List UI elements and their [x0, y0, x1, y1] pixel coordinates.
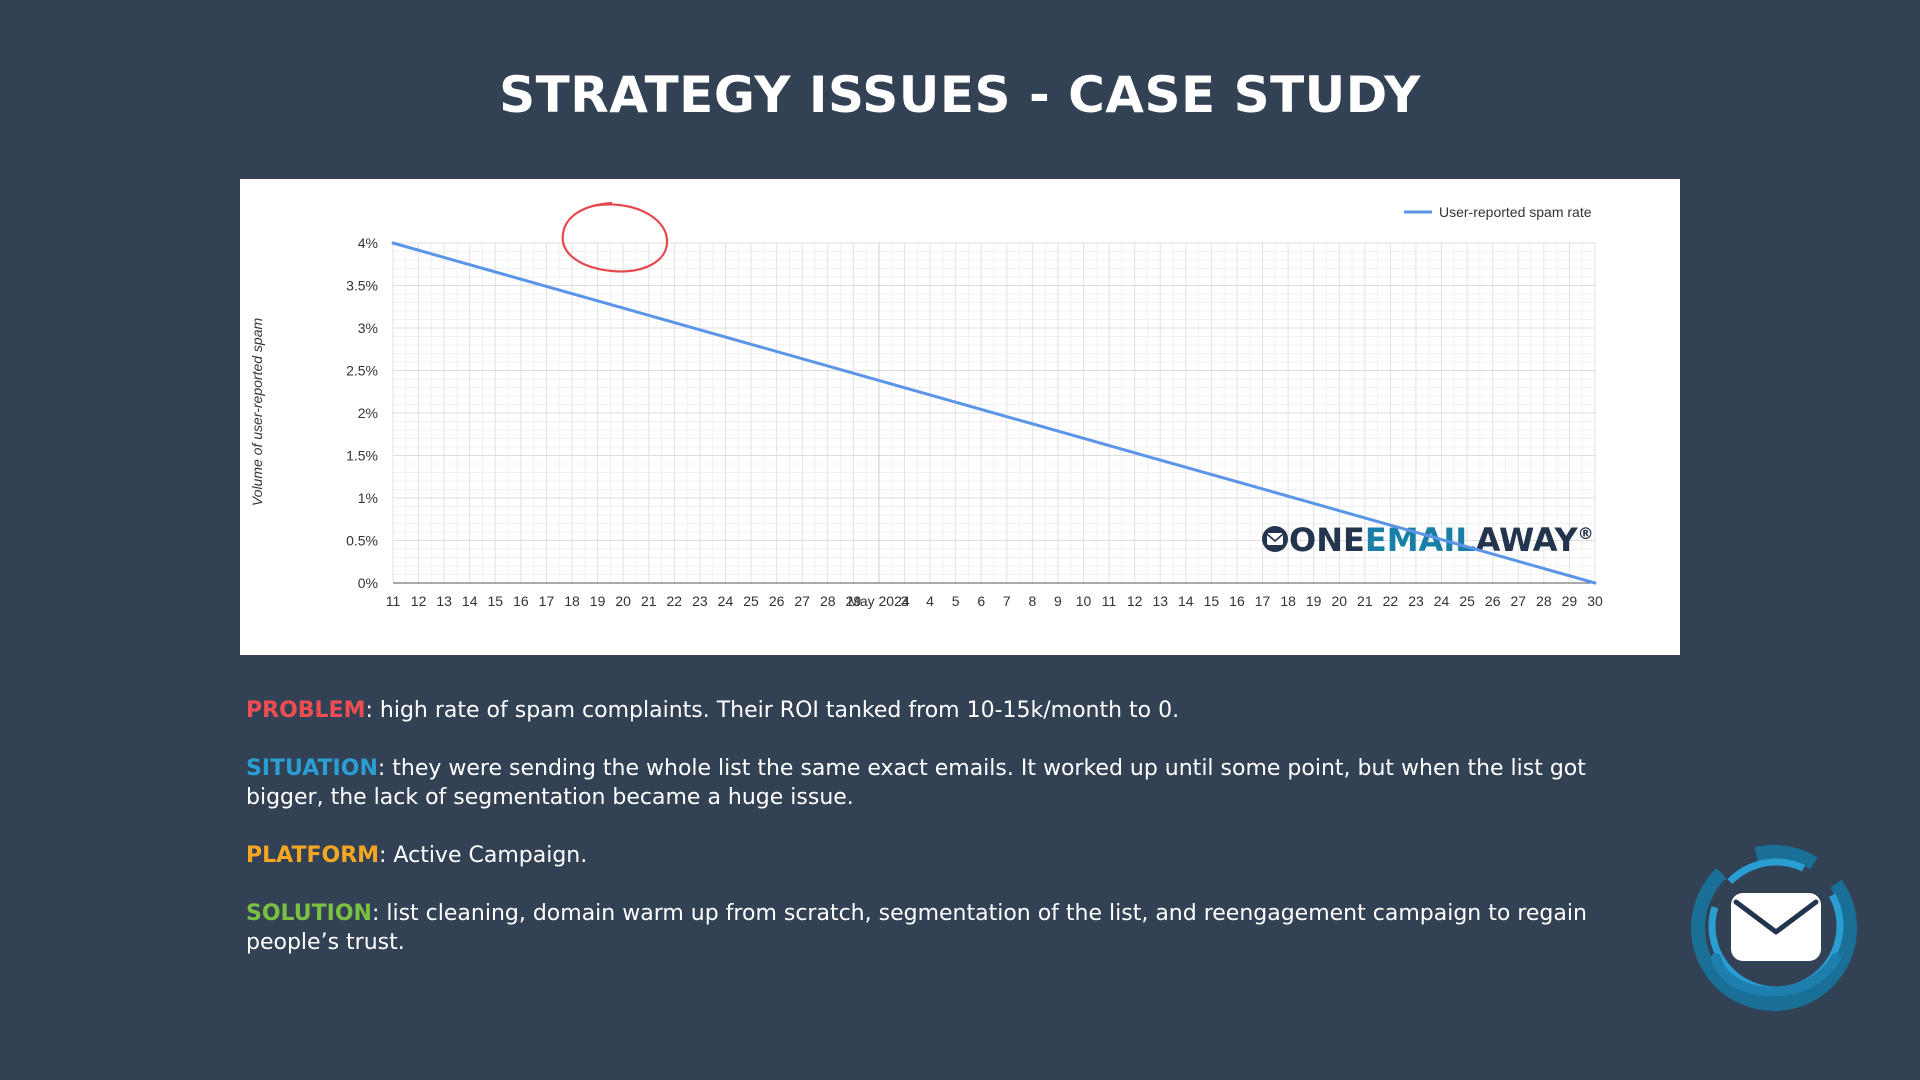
x-tick-label: 10 [1076, 593, 1092, 609]
problem-note: PROBLEM: high rate of spam complaints. T… [246, 696, 1646, 725]
oneemailaway-watermark: ONEEMAILAWAY® [1262, 521, 1594, 559]
platform-note: PLATFORM: Active Campaign. [246, 841, 1646, 870]
platform-label: PLATFORM [246, 843, 380, 868]
x-tick-label: 27 [794, 593, 810, 609]
x-tick-label: 26 [769, 593, 785, 609]
chart-axes: 0% 0.5% 1% 1.5% 2% 2.5% 3% 3.5% 4% 11 12 13 14 15 16 17… [346, 235, 1603, 609]
problem-label: PROBLEM [246, 698, 366, 723]
x-tick-label: 15 [488, 593, 504, 609]
x-tick-label: 4 [926, 593, 934, 609]
y-tick-label: 1% [358, 490, 378, 506]
x-tick-label: 20 [615, 593, 631, 609]
legend-label: User-reported spam rate [1439, 204, 1592, 220]
x-tick-label: 14 [462, 593, 478, 609]
x-tick-label: 27 [1510, 593, 1526, 609]
red-circle-annotation [561, 201, 669, 273]
y-tick-label: 2.5% [346, 363, 378, 379]
y-tick-label: 0% [358, 575, 378, 591]
x-tick-label: 23 [1408, 593, 1424, 609]
case-study-notes: PROBLEM: high rate of spam complaints. T… [246, 696, 1646, 986]
problem-text: : high rate of spam complaints. Their RO… [365, 698, 1180, 723]
x-tick-label: May 2024 [848, 593, 910, 609]
start-point-annotation [561, 201, 669, 273]
x-tick-label: 6 [977, 593, 985, 609]
x-tick-label: 13 [1152, 593, 1168, 609]
x-tick-label: 19 [1306, 593, 1322, 609]
x-tick-label: 25 [1459, 593, 1475, 609]
x-tick-label: 25 [743, 593, 759, 609]
x-tick-label: 18 [1280, 593, 1296, 609]
y-tick-label: 3.5% [346, 278, 378, 294]
situation-note: SITUATION: they were sending the whole l… [246, 754, 1646, 812]
spam-rate-chart: 0% 0.5% 1% 1.5% 2% 2.5% 3% 3.5% 4% 11 12 13 14 15 16 17… [240, 179, 1680, 655]
x-tick-label: 20 [1331, 593, 1347, 609]
y-tick-label: 2% [358, 405, 378, 421]
chart-grid [392, 242, 1596, 584]
x-tick-label: 23 [692, 593, 708, 609]
x-tick-label: 11 [1102, 593, 1117, 609]
watermark-envelope-icon [1267, 533, 1283, 545]
solution-note: SOLUTION: list cleaning, domain warm up … [246, 899, 1646, 957]
x-tick-label: 16 [513, 593, 529, 609]
brand-logo [1686, 838, 1861, 1013]
x-tick-label: 19 [590, 593, 606, 609]
x-tick-label: 22 [1383, 593, 1399, 609]
x-tick-label: 24 [718, 593, 734, 609]
x-tick-label: 5 [952, 593, 960, 609]
chart-series [391, 241, 1597, 585]
x-tick-label: 18 [564, 593, 580, 609]
email-logo-icon [1691, 845, 1857, 1011]
x-tick-label: 12 [411, 593, 427, 609]
x-tick-label: 29 [846, 593, 862, 609]
y-tick-label: 0.5% [346, 533, 378, 549]
y-tick-label: 3% [358, 320, 378, 336]
x-tick-label: 17 [1255, 593, 1271, 609]
x-tick-label: 15 [1204, 593, 1220, 609]
x-tick-label: 9 [1054, 593, 1062, 609]
x-tick-label: 28 [820, 593, 836, 609]
x-tick-label: 11 [386, 593, 401, 609]
y-tick-label: 4% [358, 235, 378, 251]
x-tick-label: 16 [1229, 593, 1245, 609]
solution-label: SOLUTION [246, 901, 372, 926]
x-tick-label: 3 [901, 593, 909, 609]
series-line-user-reported-spam-rate [391, 241, 1597, 585]
chart-legend: User-reported spam rate [1404, 204, 1592, 220]
watermark-part-one: ONE [1289, 521, 1365, 559]
envelope-icon [1731, 893, 1821, 961]
x-tick-label: 8 [1028, 593, 1036, 609]
x-tick-label: 14 [1178, 593, 1194, 609]
situation-label: SITUATION [246, 756, 378, 781]
situation-text: : they were sending the whole list the s… [246, 756, 1586, 810]
x-tick-label: 30 [1587, 593, 1603, 609]
x-tick-label: 21 [1357, 593, 1373, 609]
x-tick-label: 29 [1562, 593, 1578, 609]
watermark-part-email: EMAIL [1365, 521, 1476, 559]
page-title: STRATEGY ISSUES - CASE STUDY [499, 66, 1421, 124]
platform-text: : Active Campaign. [379, 843, 588, 868]
x-tick-label: 28 [1536, 593, 1552, 609]
x-tick-label: 22 [667, 593, 683, 609]
x-tick-label: 24 [1434, 593, 1450, 609]
y-tick-label: 1.5% [346, 448, 378, 464]
chart-svg: 0% 0.5% 1% 1.5% 2% 2.5% 3% 3.5% 4% 11 12 13 14 15 16 17… [249, 201, 1603, 609]
y-axis-label: Volume of user-reported spam [249, 318, 265, 507]
x-tick-label: 7 [1003, 593, 1011, 609]
solution-text: : list cleaning, domain warm up from scr… [246, 901, 1587, 955]
x-tick-label: 12 [1127, 593, 1143, 609]
x-tick-label: 26 [1485, 593, 1501, 609]
x-tick-label: 17 [539, 593, 555, 609]
x-tick-label: 13 [436, 593, 452, 609]
x-tick-label: 21 [641, 593, 657, 609]
watermark-registered: ® [1578, 524, 1594, 543]
